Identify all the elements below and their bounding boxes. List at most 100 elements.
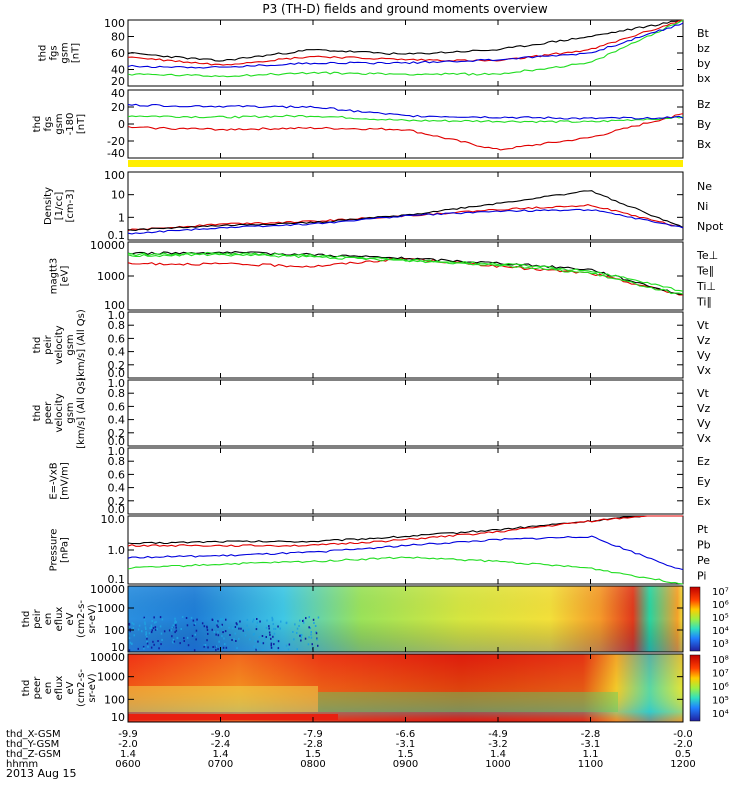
ion-noise-pixel [148, 632, 151, 635]
y-axis-label-line: gsm [65, 402, 76, 423]
y-axis-label-line: [eV] [60, 266, 71, 287]
ion-noise-pixel [175, 621, 177, 624]
series-te∥ [127, 251, 683, 295]
series-bx [127, 103, 684, 120]
ion-noise-pixel [194, 633, 196, 636]
ion-noise-pixel [217, 631, 219, 633]
ion-noise-pixel [217, 648, 219, 651]
series-pe [127, 556, 684, 585]
y-axis-label-line: thd [38, 45, 49, 62]
ion-noise-pixel [145, 628, 147, 630]
ion-noise-pixel [201, 622, 204, 625]
ion-noise-pixel [214, 645, 217, 648]
y-tick-label: 0.6 [108, 332, 126, 345]
ion-noise-pixel [314, 625, 317, 627]
ion-noise-pixel [221, 635, 223, 638]
y-tick-label: 0.8 [108, 455, 126, 468]
ion-noise-pixel [252, 620, 254, 623]
series-by [127, 114, 684, 124]
y-axis-label-line: [nPa] [60, 537, 71, 563]
ion-noise-pixel [175, 626, 177, 629]
ion-noise-pixel [308, 636, 310, 639]
colorbar-label: 10⁸ [712, 655, 729, 666]
ion-noise-pixel [287, 648, 290, 651]
ion-noise-pixel [292, 631, 294, 633]
y-tick-label: 0.0 [108, 435, 126, 448]
legend-te∥: Te∥ [696, 265, 714, 278]
ion-noise-pixel [129, 630, 131, 633]
ion-noise-pixel [213, 619, 216, 622]
ion-noise-pixel [154, 628, 157, 631]
footer-value: -2.8 [303, 739, 323, 750]
series-te⊥ [127, 257, 683, 296]
ion-noise-pixel [185, 617, 188, 619]
legend-vt: Vt [697, 387, 710, 400]
legend-vy: Vy [697, 417, 711, 430]
ion-noise-pixel [159, 625, 162, 628]
ion-noise-pixel [213, 630, 216, 633]
ion-noise-pixel [277, 640, 280, 643]
legend-ti⊥: Ti⊥ [696, 280, 716, 293]
series-bz [127, 19, 684, 66]
ion-noise-pixel [192, 619, 195, 622]
ion-noise-pixel [294, 623, 296, 626]
y-axis-label-line: gsm [54, 113, 65, 134]
ion-noise-pixel [271, 616, 273, 619]
y-tick-label: 60 [111, 47, 125, 60]
ion-noise-pixel [276, 639, 278, 642]
ion-noise-pixel [302, 621, 305, 624]
legend-pb: Pb [697, 539, 711, 552]
ion-noise-pixel [171, 635, 173, 638]
ion-noise-pixel [246, 624, 248, 627]
ion-noise-pixel [143, 618, 146, 621]
panel-ve: 1.00.80.60.40.20.0 thd peer velocity gsm [km/… [32, 377, 712, 449]
y-axis-label-line: [cm-3] [65, 189, 76, 222]
ion-noise-pixel [317, 644, 319, 647]
ion-noise-pixel [172, 641, 174, 644]
ion-noise-pixel [236, 623, 238, 626]
footer-value: -3.1 [396, 739, 416, 750]
ion-noise-pixel [310, 636, 313, 639]
ion-noise-pixel [145, 631, 147, 634]
ion-noise-pixel [217, 620, 219, 623]
footer-value: 0800 [300, 759, 325, 770]
ion-noise-pixel [285, 644, 288, 647]
y-tick-label: 1000 [97, 671, 125, 684]
ion-noise-pixel [186, 636, 189, 639]
ion-noise-pixel [150, 646, 153, 649]
ion-noise-pixel [190, 616, 193, 619]
ion-noise-pixel [253, 632, 256, 635]
y-tick-label: 40 [111, 64, 125, 77]
ion-noise-pixel [203, 644, 205, 647]
ion-noise-pixel [268, 627, 270, 630]
ion-noise-pixel [247, 628, 250, 631]
footer-value: -2.8 [581, 729, 601, 740]
footer-value: 1100 [578, 759, 603, 770]
y-axis-label-line: Pressure [49, 529, 60, 572]
y-tick-label: 1.0 [108, 445, 126, 458]
ion-noise-pixel [131, 622, 133, 625]
y-tick-label: 20 [111, 101, 125, 114]
ion-noise-pixel [215, 645, 217, 648]
y-tick-label: 0.4 [108, 482, 126, 495]
ion-noise-pixel [236, 647, 238, 650]
ion-noise-pixel [268, 631, 271, 634]
y-axis-label-line: peir [43, 334, 54, 354]
y-axis-label-line: sr-eV) [87, 604, 98, 633]
ion-noise-pixel [151, 629, 153, 632]
y-tick-label: 0 [118, 118, 125, 131]
series-by [127, 19, 684, 78]
y-axis-label-line: [mV/m] [60, 462, 71, 500]
ion-noise-pixel [252, 633, 255, 636]
ion-noise-pixel [240, 627, 242, 630]
ion-noise-pixel [193, 649, 196, 652]
ion-noise-pixel [138, 624, 141, 627]
y-axis-label-line: velocity [54, 393, 65, 432]
y-axis-label-line: E=-VxB [49, 462, 60, 499]
ion-noise-pixel [161, 638, 163, 641]
footer-row-label: thd_Y-GSM [6, 739, 59, 750]
ion-noise-pixel [262, 649, 264, 652]
y-axis-label-line: eV [65, 681, 76, 694]
ion-noise-pixel [183, 637, 185, 640]
ion-noise-pixel [309, 627, 311, 629]
